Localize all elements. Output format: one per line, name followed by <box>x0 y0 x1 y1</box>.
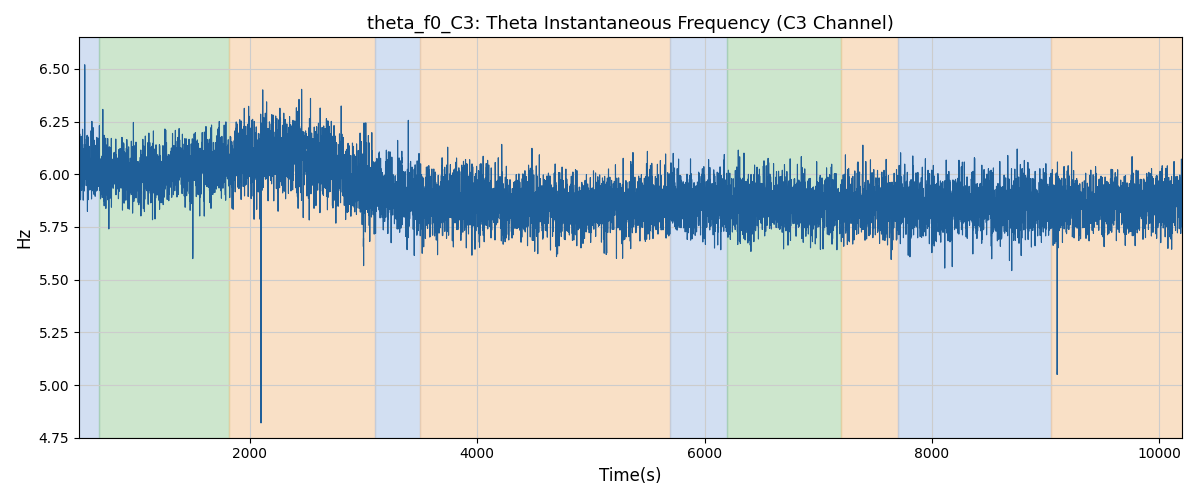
Bar <box>229 38 374 438</box>
Bar <box>727 38 841 438</box>
Bar <box>420 38 671 438</box>
Bar <box>100 38 229 438</box>
Title: theta_f0_C3: Theta Instantaneous Frequency (C3 Channel): theta_f0_C3: Theta Instantaneous Frequen… <box>367 15 894 34</box>
Bar <box>841 38 898 438</box>
Bar <box>671 38 727 438</box>
Bar <box>1051 38 1182 438</box>
Bar <box>79 38 100 438</box>
X-axis label: Time(s): Time(s) <box>599 467 662 485</box>
Bar <box>374 38 420 438</box>
Y-axis label: Hz: Hz <box>14 227 32 248</box>
Bar <box>898 38 1051 438</box>
